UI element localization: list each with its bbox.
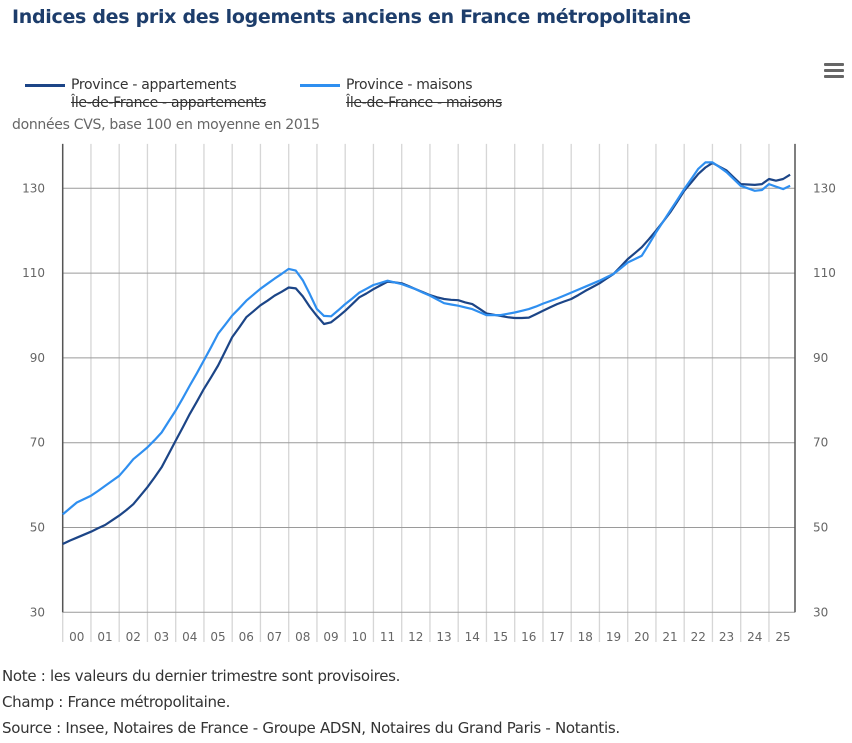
legend-label: Île-de-France - maisons [346,95,502,111]
x-tick-label: 10 [352,630,367,644]
legend-swatch [25,83,65,87]
x-tick-label: 12 [408,630,423,644]
x-tick-label: 21 [662,630,677,644]
line-chart: 30 30 50 50 70 70 90 90 110 110 130 130 00 01 02 03 04 05… [22,143,836,644]
series-line-province-maisons [61,161,791,516]
y-tick-label-right: 30 [813,605,828,619]
x-tick-label: 24 [747,630,762,644]
x-tick-label: 17 [549,630,564,644]
x-tick-label: 04 [182,630,197,644]
x-tick-label: 25 [775,630,790,644]
chart-subtitle: données CVS, base 100 en moyenne en 2015 [12,117,320,133]
x-tick-label: 14 [465,630,480,644]
legend-item-province-appartements[interactable]: Province - appartements [25,77,237,93]
y-tick-label-left: 110 [22,266,45,280]
x-tick-label: 23 [719,630,734,644]
x-tick-label: 09 [323,630,338,644]
y-tick-label-right: 130 [813,181,836,195]
x-tick-label: 03 [154,630,169,644]
x-tick-label: 22 [691,630,706,644]
y-tick-label-right: 110 [813,266,836,280]
y-tick-label-right: 50 [813,521,828,535]
x-tick-label: 01 [97,630,112,644]
scope-text: Champ : France métropolitaine. [2,693,231,711]
chart-title: Indices des prix des logements anciens e… [12,6,691,28]
y-tick-label-right: 70 [813,436,828,450]
legend-label: Province - appartements [71,77,237,93]
x-tick-label: 07 [267,630,282,644]
y-tick-label-right: 90 [813,351,828,365]
source-text: Source : Insee, Notaires de France - Gro… [2,719,620,737]
legend-label: Île-de-France - appartements [71,95,267,111]
x-tick-label: 13 [436,630,451,644]
x-tick-label: 15 [493,630,508,644]
x-tick-label: 20 [634,630,649,644]
x-tick-label: 19 [606,630,621,644]
x-tick-label: 11 [380,630,395,644]
x-tick-label: 02 [126,630,141,644]
y-tick-label-left: 90 [30,351,45,365]
legend-label: Province - maisons [346,77,473,93]
x-tick-label: 08 [295,630,310,644]
x-tick-label: 00 [69,630,84,644]
note-text: Note : les valeurs du dernier trimestre … [2,667,401,685]
x-tick-label: 16 [521,630,536,644]
legend-item-province-maisons[interactable]: Province - maisons [300,77,473,93]
y-tick-label-left: 50 [30,521,45,535]
legend-item-idf-maisons[interactable]: Île-de-France - maisons [346,95,502,111]
y-tick-label-left: 70 [30,436,45,450]
series-line-province-appartements [62,161,791,545]
hamburger-menu-icon[interactable] [824,63,844,81]
x-tick-label: 05 [210,630,225,644]
x-tick-label: 06 [239,630,254,644]
legend-swatch [300,83,340,87]
x-tick-label: 18 [578,630,593,644]
y-tick-label-left: 130 [22,181,45,195]
y-tick-label-left: 30 [30,605,45,619]
legend-item-idf-appartements[interactable]: Île-de-France - appartements [71,95,266,111]
